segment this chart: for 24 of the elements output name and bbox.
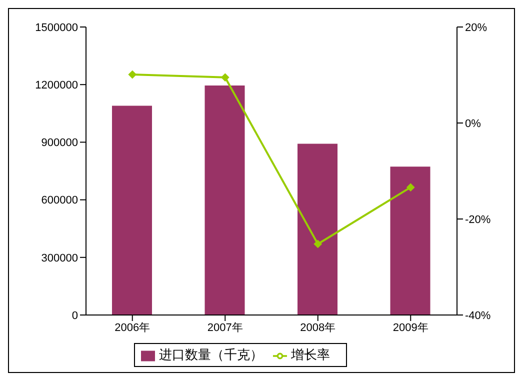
y-tick-label: 600000 bbox=[41, 194, 78, 207]
x-tick-label: 2008年 bbox=[300, 322, 336, 334]
y2-tick-label: 0% bbox=[465, 118, 482, 130]
point bbox=[128, 70, 136, 79]
bar bbox=[390, 166, 430, 315]
y2-tick-label: 20% bbox=[465, 22, 488, 34]
y-tick-label: 0 bbox=[72, 310, 78, 322]
y-tick-label: 1500000 bbox=[35, 22, 78, 34]
bar bbox=[112, 106, 152, 315]
point bbox=[221, 73, 230, 82]
x-tick-label: 2009年 bbox=[392, 322, 428, 334]
point bbox=[314, 240, 322, 248]
legend-label: 增长率 bbox=[291, 347, 330, 362]
bar bbox=[298, 144, 338, 315]
point bbox=[406, 183, 415, 192]
y-tick-label: 900000 bbox=[41, 137, 78, 150]
x-tick-label: 2006年 bbox=[114, 322, 150, 334]
y-tick-label: 300000 bbox=[41, 252, 78, 264]
y2-tick-label: -20% bbox=[465, 214, 491, 226]
legend-label: 进口数量（千克） bbox=[159, 347, 263, 362]
bar bbox=[204, 86, 245, 315]
y2-tick-label: -40% bbox=[465, 310, 491, 322]
y-tick-label: 1200000 bbox=[35, 80, 78, 92]
x-tick-label: 2007年 bbox=[207, 322, 243, 334]
